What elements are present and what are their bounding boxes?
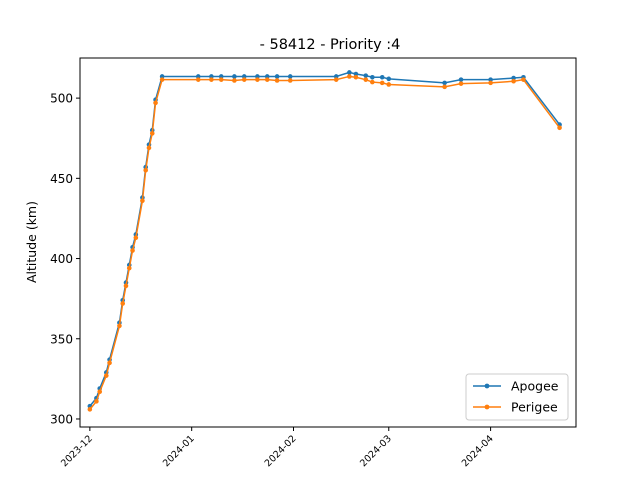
series-layer bbox=[87, 70, 562, 412]
apogee-point bbox=[442, 80, 447, 86]
apogee-point bbox=[363, 73, 369, 78]
perigee-point bbox=[264, 77, 270, 82]
perigee-point bbox=[333, 77, 339, 82]
apogee-point bbox=[232, 74, 237, 79]
perigee-point bbox=[458, 81, 464, 86]
apogee-point bbox=[195, 74, 201, 79]
perigee-point bbox=[209, 77, 214, 82]
legend-perigee-label: Perigee bbox=[511, 400, 558, 415]
perigee-point bbox=[287, 78, 293, 83]
apogee-point bbox=[511, 75, 516, 81]
y-tick-label: 500 bbox=[50, 92, 73, 106]
perigee-point bbox=[379, 80, 385, 86]
legend-apogee-marker bbox=[484, 383, 490, 389]
chart-title: - 58412 - Priority :4 bbox=[260, 37, 401, 53]
perigee-point bbox=[274, 78, 280, 83]
perigee-point bbox=[195, 77, 201, 82]
perigee-point bbox=[232, 78, 237, 83]
y-tick-label: 400 bbox=[50, 252, 73, 266]
perigee-point bbox=[126, 265, 132, 271]
perigee-point bbox=[511, 78, 516, 84]
perigee-point bbox=[488, 80, 493, 86]
perigee-point bbox=[140, 198, 145, 204]
apogee-point bbox=[218, 74, 224, 79]
perigee-point bbox=[255, 77, 260, 82]
apogee-point bbox=[209, 74, 214, 79]
perigee-point bbox=[117, 323, 122, 329]
perigee-point bbox=[87, 407, 93, 412]
apogee-point bbox=[488, 77, 493, 82]
perigee-point bbox=[442, 84, 447, 90]
legend: Apogee Perigee bbox=[465, 373, 569, 421]
y-tick-label: 300 bbox=[50, 412, 73, 426]
perigee-point bbox=[120, 301, 125, 306]
perigee-point bbox=[149, 131, 155, 136]
perigee-point bbox=[347, 74, 352, 79]
apogee-point bbox=[370, 74, 375, 80]
perigee-point bbox=[159, 77, 165, 82]
apogee-point bbox=[333, 74, 339, 79]
legend-apogee-label: Apogee bbox=[511, 379, 559, 394]
y-tick-label: 350 bbox=[50, 332, 73, 346]
perigee-point bbox=[130, 248, 135, 253]
apogee-point bbox=[274, 74, 280, 79]
apogee-point bbox=[159, 74, 165, 79]
y-tick-label: 450 bbox=[50, 172, 73, 186]
perigee-point bbox=[521, 77, 526, 82]
apogee-point bbox=[458, 77, 464, 82]
apogee-point bbox=[287, 74, 293, 79]
y-axis-label: Altitude (km) bbox=[24, 201, 39, 283]
legend-perigee-marker bbox=[484, 404, 490, 410]
perigee-point bbox=[218, 77, 224, 82]
perigee-point bbox=[146, 145, 152, 151]
plot-frame bbox=[79, 57, 577, 428]
apogee-point bbox=[353, 71, 359, 77]
apogee-point bbox=[264, 74, 270, 79]
perigee-point bbox=[123, 283, 129, 289]
apogee-point bbox=[255, 74, 260, 79]
perigee-point bbox=[153, 100, 158, 106]
perigee-point bbox=[353, 74, 359, 80]
perigee-point bbox=[241, 77, 247, 82]
perigee-point bbox=[103, 373, 109, 378]
apogee-point bbox=[379, 74, 385, 80]
perigee-point bbox=[107, 360, 112, 366]
perigee-point bbox=[370, 79, 375, 85]
perigee-point bbox=[97, 389, 103, 395]
apogee-point bbox=[241, 74, 247, 79]
apogee-point bbox=[386, 76, 392, 82]
apogee-point bbox=[347, 70, 352, 75]
perigee-point bbox=[133, 235, 139, 240]
perigee-point bbox=[363, 77, 369, 82]
perigee-point bbox=[386, 82, 392, 87]
perigee-point bbox=[143, 168, 148, 173]
perigee-point bbox=[94, 399, 99, 404]
perigee-point bbox=[557, 125, 562, 131]
